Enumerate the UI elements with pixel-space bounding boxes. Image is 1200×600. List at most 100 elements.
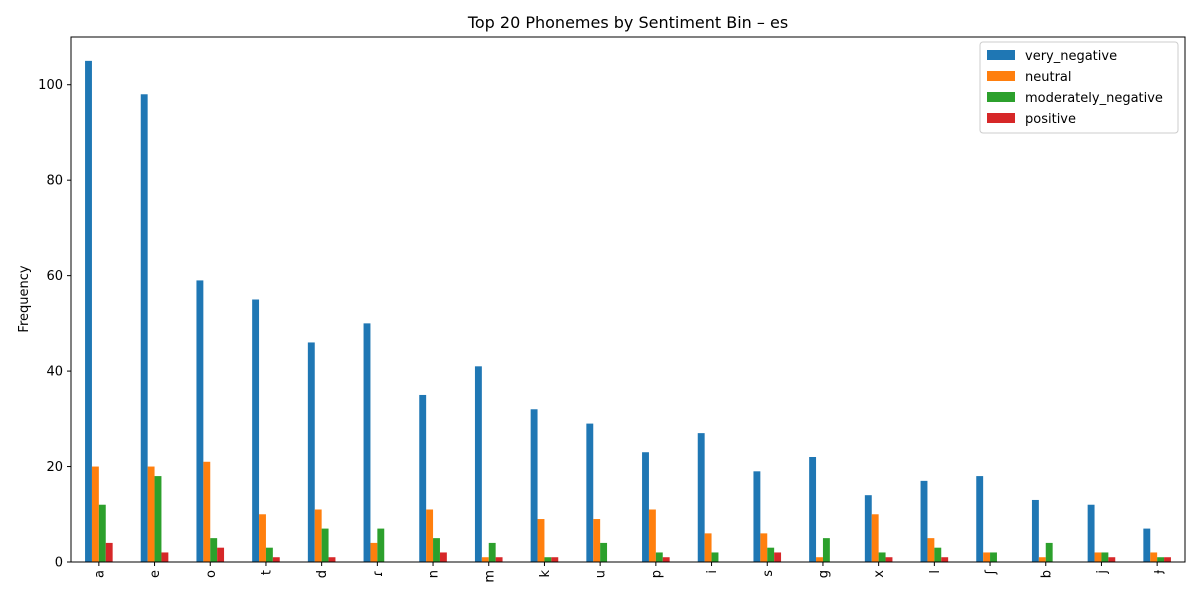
- bar-very-negative-9: [530, 409, 538, 562]
- x-tick-label: e: [148, 570, 163, 578]
- bar-moderately-negative-7: [433, 538, 440, 562]
- bar-neutral-14: [816, 557, 823, 562]
- bar-neutral-3: [203, 461, 211, 562]
- bar-very-negative-1: [85, 60, 92, 562]
- bar-moderately-negative-1: [98, 504, 106, 562]
- bar-neutral-19: [1094, 552, 1102, 562]
- bar-very-negative-7: [419, 394, 427, 562]
- y-tick-label: 60: [46, 269, 63, 284]
- bar-very-negative-5: [307, 342, 315, 562]
- bar-neutral-10: [593, 519, 601, 562]
- bar-neutral-18: [1038, 557, 1046, 562]
- x-tick-label: u: [594, 570, 609, 578]
- x-tick-label: t: [259, 570, 274, 575]
- bar-moderately-negative-3: [210, 538, 218, 562]
- bar-moderately-negative-16: [934, 547, 942, 562]
- x-tick-label: x: [872, 570, 887, 578]
- bar-positive-19: [1108, 557, 1116, 562]
- bar-neutral-20: [1150, 552, 1158, 562]
- bar-positive-13: [774, 552, 782, 562]
- bar-very-negative-3: [196, 280, 204, 562]
- bar-very-negative-8: [474, 366, 482, 562]
- bar-moderately-negative-10: [600, 542, 608, 562]
- bar-very-negative-10: [586, 423, 594, 562]
- x-tick-label: s: [761, 570, 776, 577]
- y-axis-label: Frequency: [17, 265, 32, 332]
- bar-positive-3: [217, 547, 225, 562]
- bar-very-negative-13: [753, 471, 761, 562]
- bar-moderately-negative-19: [1101, 552, 1109, 562]
- plot-frame: [70, 36, 1186, 563]
- legend-label-moderately-negative: moderately_negative: [1025, 91, 1163, 106]
- y-tick-label: 100: [38, 78, 63, 93]
- bar-positive-20: [1164, 557, 1171, 562]
- bar-moderately-negative-2: [154, 476, 162, 562]
- bar-positive-7: [439, 552, 447, 562]
- bar-positive-11: [662, 557, 670, 562]
- bar-neutral-6: [370, 542, 378, 562]
- x-tick-label: p: [649, 570, 664, 578]
- bar-very-negative-4: [252, 299, 260, 562]
- bar-moderately-negative-15: [878, 552, 886, 562]
- x-tick-label: ɟ: [1151, 570, 1166, 575]
- bar-very-negative-6: [363, 323, 371, 562]
- bar-very-negative-17: [976, 476, 984, 562]
- bar-moderately-negative-18: [1045, 542, 1053, 562]
- x-tick-label: k: [538, 570, 553, 578]
- bar-moderately-negative-5: [321, 528, 329, 562]
- bar-positive-2: [161, 552, 169, 562]
- bar-very-negative-18: [1031, 499, 1039, 562]
- bar-moderately-negative-9: [544, 557, 552, 562]
- x-tick-label: ʃ: [984, 569, 999, 575]
- bar-positive-9: [551, 557, 559, 562]
- x-tick-label: l: [928, 570, 943, 574]
- bar-moderately-negative-8: [488, 542, 496, 562]
- chart-title: Top 20 Phonemes by Sentiment Bin – es: [467, 13, 788, 32]
- legend-label-positive: positive: [1025, 112, 1076, 127]
- x-tick-label: n: [427, 570, 442, 578]
- bar-moderately-negative-14: [822, 538, 830, 562]
- bar-positive-15: [885, 557, 893, 562]
- bar-neutral-16: [927, 538, 935, 562]
- bar-very-negative-19: [1087, 504, 1095, 562]
- bar-neutral-1: [91, 466, 99, 562]
- bar-neutral-2: [147, 466, 155, 562]
- y-tick-label: 40: [46, 365, 63, 380]
- x-tick-label: a: [92, 570, 107, 578]
- x-tick-label: o: [204, 570, 219, 578]
- x-tick-label: m: [482, 570, 497, 583]
- bar-positive-8: [495, 557, 503, 562]
- bar-neutral-7: [426, 509, 434, 562]
- bar-very-negative-11: [642, 452, 649, 562]
- legend-label-very-negative: very_negative: [1025, 49, 1117, 64]
- bar-neutral-15: [871, 514, 879, 562]
- bar-very-negative-2: [140, 94, 148, 562]
- bar-moderately-negative-4: [265, 547, 273, 562]
- legend-box: [979, 41, 1179, 134]
- bar-very-negative-16: [920, 480, 928, 562]
- y-tick-label: 80: [46, 174, 63, 189]
- bars-group: [85, 60, 1171, 562]
- x-tick-label: d: [315, 570, 330, 578]
- bar-moderately-negative-6: [377, 528, 385, 562]
- bar-neutral-12: [704, 533, 712, 562]
- legend-swatch-moderately-negative: [987, 92, 1015, 102]
- bar-moderately-negative-13: [767, 547, 775, 562]
- y-tick-label: 0: [55, 556, 63, 571]
- x-tick-label: g: [816, 570, 831, 578]
- bar-moderately-negative-17: [990, 552, 997, 562]
- bar-positive-16: [941, 557, 949, 562]
- bar-neutral-8: [481, 557, 489, 562]
- bar-neutral-11: [648, 509, 656, 562]
- bar-neutral-5: [314, 509, 322, 562]
- legend-swatch-positive: [987, 113, 1015, 123]
- axes-group: 0 20 40 60 80 100 a e o t d ɾ n m k u p i s g x l ʃ b j ɟ: [38, 36, 1186, 583]
- bar-positive-5: [328, 557, 336, 562]
- x-tick-label: i: [705, 570, 720, 574]
- bar-neutral-17: [983, 552, 991, 562]
- y-tick-label: 20: [46, 460, 63, 475]
- x-tick-label: j: [1095, 570, 1110, 575]
- bar-very-negative-15: [864, 495, 872, 562]
